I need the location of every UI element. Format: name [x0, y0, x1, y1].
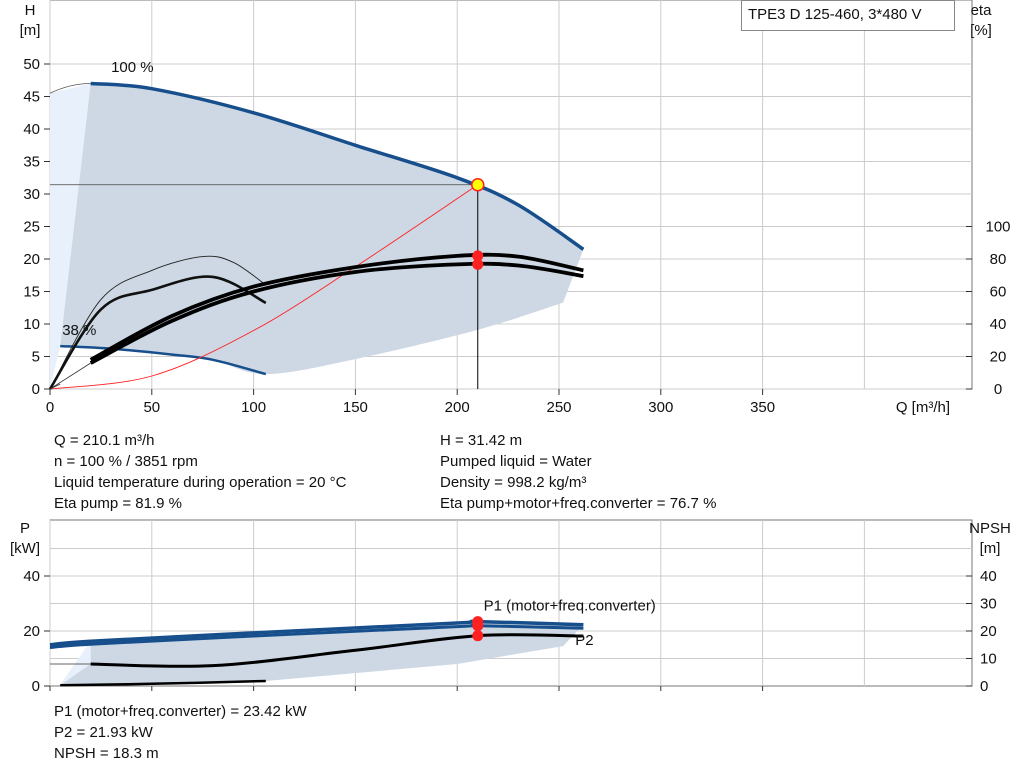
eta-origin-line — [49, 362, 91, 390]
eta-curve-pump — [89, 252, 584, 362]
h-tick-label: 10 — [23, 316, 40, 333]
eta-curve-total — [89, 261, 584, 365]
p1-curve — [49, 619, 584, 647]
h-tick-label: 25 — [23, 219, 40, 236]
h-tick-label: 30 — [23, 186, 40, 203]
x-tick-label: 150 — [343, 399, 368, 416]
readout-speed: n = 100 % / 3851 rpm — [54, 453, 198, 470]
npsh-axis-label: NPSH — [969, 520, 1011, 537]
duty-point-eta-total — [472, 258, 484, 270]
chart-title: TPE3 D 125-460, 3*480 V — [741, 0, 955, 31]
readout-npsh: NPSH = 18.3 m — [54, 745, 159, 762]
extension-line — [49, 83, 91, 94]
eta-tick-label: 100 — [985, 219, 1010, 236]
qh-curve-100 — [90, 81, 585, 251]
eta-tick-label: 80 — [990, 251, 1007, 268]
readout-eta-pump: Eta pump = 81.9 % — [54, 495, 182, 512]
p-tick-label: 20 — [23, 623, 40, 640]
x-tick-label: 350 — [750, 399, 775, 416]
eta-axis-label: eta — [971, 2, 993, 19]
readout-p2: P2 = 21.93 kW — [54, 724, 153, 741]
eta-tick-label: 0 — [994, 381, 1002, 398]
x-tick-label: 0 — [46, 399, 54, 416]
h-axis-label: H — [25, 2, 36, 19]
p1-label: P1 (motor+freq.converter) — [484, 597, 656, 614]
h-tick-label: 50 — [23, 56, 40, 73]
h-tick-label: 35 — [23, 154, 40, 171]
p2-curve — [49, 623, 584, 649]
duty-point-npsh — [472, 630, 484, 642]
h-tick-label: 0 — [32, 381, 40, 398]
h-tick-label: 15 — [23, 284, 40, 301]
duty-point-p2 — [472, 620, 484, 632]
qh-curve-38 — [60, 344, 267, 376]
npsh-tick-label: 20 — [980, 623, 997, 640]
x-tick-label: 50 — [143, 399, 160, 416]
p-tick-label: 0 — [32, 678, 40, 695]
duty-point-head — [471, 178, 485, 192]
x-tick-label: 300 — [648, 399, 673, 416]
npsh-tick-label: 10 — [980, 651, 997, 668]
npsh-axis-unit: [m] — [980, 540, 1001, 557]
eta-curve-low-speed-pump — [49, 255, 267, 390]
eta-tick-label: 20 — [990, 349, 1007, 366]
p-axis-label: P — [20, 520, 30, 537]
x-axis-label: Q [m³/h] — [896, 399, 950, 416]
bottom-extended-area — [60, 641, 91, 686]
eta-axis-unit: [%] — [970, 22, 992, 39]
duty-point-eta-pump — [472, 250, 484, 262]
speed-min-label: 38 % — [62, 322, 96, 339]
npsh-curve — [90, 633, 584, 668]
operating-area — [60, 83, 584, 375]
eta-tick-label: 60 — [990, 284, 1007, 301]
npsh-tick-label: 0 — [980, 678, 988, 695]
npsh-tick-label: 40 — [980, 568, 997, 585]
readout-p1: P1 (motor+freq.converter) = 23.42 kW — [54, 703, 307, 720]
eta-curve-low-speed-total — [48, 275, 267, 390]
readout-flow: Q = 210.1 m³/h — [54, 432, 155, 449]
npsh-tick-label: 30 — [980, 596, 997, 613]
readout-head: H = 31.42 m — [440, 432, 523, 449]
eta-tick-label: 40 — [990, 316, 1007, 333]
p-axis-unit: [kW] — [10, 540, 40, 557]
p-curve-low-speed — [60, 679, 266, 687]
readout-eta-total: Eta pump+motor+freq.converter = 76.7 % — [440, 495, 717, 512]
x-tick-label: 200 — [445, 399, 470, 416]
readout-density: Density = 998.2 kg/m³ — [440, 474, 587, 491]
p2-label: P2 — [575, 632, 593, 649]
readout-liquid-temp: Liquid temperature during operation = 20… — [54, 474, 347, 491]
h-axis-unit: [m] — [20, 22, 41, 39]
p-tick-label: 40 — [23, 568, 40, 585]
x-tick-label: 250 — [546, 399, 571, 416]
h-tick-label: 45 — [23, 89, 40, 106]
x-tick-label: 100 — [241, 399, 266, 416]
h-tick-label: 20 — [23, 251, 40, 268]
system-curve — [49, 184, 479, 390]
h-tick-label: 40 — [23, 121, 40, 138]
h-tick-label: 5 — [32, 349, 40, 366]
speed-max-label: 100 % — [111, 59, 154, 76]
readout-pumped-liquid: Pumped liquid = Water — [440, 453, 592, 470]
